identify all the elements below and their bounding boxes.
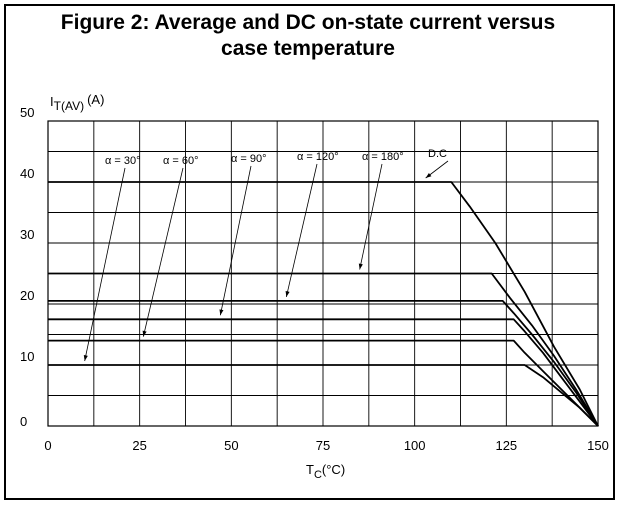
x-tick-label: 25 [132,438,146,453]
series-label: α = 90° [231,153,267,165]
x-tick-label: 150 [587,438,609,453]
series-annotations: α = 30° α = 60° α = 90° α = 120° α = 180° D.C [83,148,449,362]
series-line [48,272,599,427]
x-tick-label: 125 [495,438,517,453]
series-leader-line [84,167,126,362]
y-tick-label: 20 [20,288,34,303]
y-axis-label: IT(AV) (A) [50,92,104,113]
y-tick-label: 40 [20,166,34,181]
y-tick-label: 50 [20,105,34,120]
series-label: α = 180° [362,151,404,163]
x-tick-label: 50 [224,438,238,453]
series-leader-arrowhead [285,290,290,297]
series-group [48,181,599,427]
series-leader-line [142,167,184,337]
series-line [48,300,599,427]
series-label: α = 30° [105,155,141,167]
x-tick-label: 100 [404,438,426,453]
series-leader-line [285,163,318,298]
series-label: α = 60° [163,155,199,167]
series-leader-arrowhead [142,330,147,337]
figure-title: Figure 2: Average and DC on-state curren… [60,11,556,60]
figure-frame [4,4,615,500]
y-tick-label: 0 [20,414,27,429]
series-leader-line [219,165,252,316]
series-label: α = 120° [297,151,339,163]
series-label: D.C [428,148,447,160]
x-tick-label: 75 [316,438,330,453]
y-tick-label: 10 [20,349,34,364]
series-leader-arrowhead [83,355,88,361]
series-line [48,318,599,427]
y-tick-label: 30 [20,227,34,242]
series-leader-arrowhead [219,309,224,316]
x-axis-label: TC(°C) [306,462,345,481]
series-leader-arrowhead [358,263,363,270]
series-leader-arrowhead [425,172,432,178]
series-leader-line [359,163,383,270]
x-axis-ticks: 0 25 50 75 100 125 150 [44,438,608,453]
series-line [48,339,599,427]
y-axis-ticks: 0 10 20 30 40 50 [20,105,34,429]
series-line [48,181,599,427]
x-tick-label: 0 [44,438,51,453]
